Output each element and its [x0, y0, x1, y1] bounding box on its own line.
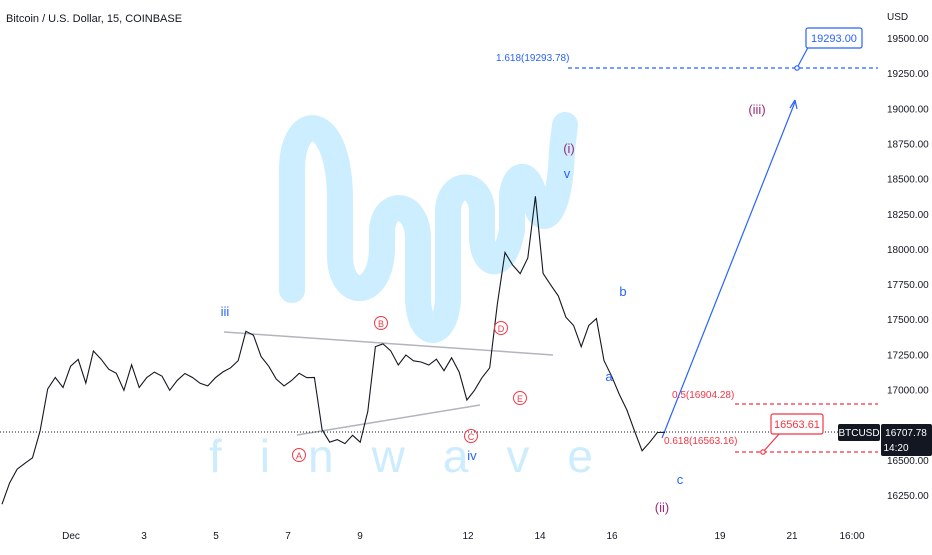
symbol-badge: BTCUSD — [838, 424, 880, 441]
svg-text:A: A — [296, 451, 302, 461]
y-tick-label: 17250.00 — [887, 350, 929, 361]
y-tick-label: 16250.00 — [887, 491, 929, 502]
fib-05-label: 0.5(16904.28) — [672, 390, 734, 401]
chart-title: Bitcoin / U.S. Dollar, 15, COINBASE — [6, 13, 182, 25]
y-tick-label: 19250.00 — [887, 69, 929, 80]
wave-label-iii: iii — [221, 304, 230, 319]
support-price-text: 16563.61 — [774, 419, 820, 431]
x-tick-label: 3 — [141, 531, 147, 542]
y-tick-label: 16500.00 — [887, 456, 929, 467]
triangle-lower-line — [296, 404, 481, 436]
price-series-line — [1, 196, 666, 505]
current-price-badge: 16707.78 14:20 — [881, 424, 932, 456]
svg-text:C: C — [468, 432, 475, 442]
target-callout: 19293.00 — [794, 27, 863, 71]
x-tick-label: 9 — [357, 531, 363, 542]
x-tick-label: 12 — [462, 531, 474, 542]
x-axis: Dec 3 5 7 9 12 14 16 19 21 16:00 — [62, 531, 865, 542]
svg-text:E: E — [517, 394, 523, 404]
y-tick-label: 17750.00 — [887, 280, 929, 291]
y-tick-label: 17500.00 — [887, 315, 929, 326]
y-tick-label: 18250.00 — [887, 210, 929, 221]
svg-text:B: B — [378, 319, 384, 329]
projection-arrow — [661, 101, 796, 439]
triangle-upper-line — [223, 331, 554, 356]
wave-label-a: a — [605, 369, 613, 384]
wave-label-b: b — [619, 284, 626, 299]
circled-label-B: B — [374, 316, 388, 330]
y-tick-label: 18500.00 — [887, 175, 929, 186]
y-axis: 19500.00 19250.00 19000.00 18750.00 18500.00… — [887, 34, 929, 502]
current-price-text: 16707.78 — [885, 428, 927, 439]
y-tick-label: 19000.00 — [887, 104, 929, 115]
y-tick-label: 18750.00 — [887, 139, 929, 150]
y-tick-label: 17000.00 — [887, 386, 929, 397]
wave-label-ii-paren: (ii) — [655, 500, 669, 515]
circled-label-E: E — [513, 391, 527, 405]
x-tick-label: 16 — [606, 531, 618, 542]
projection-arrow-head — [789, 99, 798, 110]
x-tick-label: 19 — [714, 531, 726, 542]
circled-label-A: A — [292, 448, 306, 462]
x-tick-label: 14 — [534, 531, 546, 542]
currency-label: USD — [887, 12, 908, 23]
x-tick-label: 16:00 — [839, 531, 864, 542]
x-tick-label: Dec — [62, 531, 80, 542]
target-price-text: 19293.00 — [811, 33, 857, 45]
x-tick-label: 5 — [213, 531, 219, 542]
y-tick-label: 18000.00 — [887, 245, 929, 256]
finwave-watermark: finwave — [209, 112, 631, 482]
svg-text:BTCUSD: BTCUSD — [838, 428, 879, 439]
wave-label-c: c — [677, 472, 684, 487]
wave-label-i-paren: (i) — [563, 141, 575, 156]
fib-0618-label: 0.618(16563.16) — [664, 436, 737, 447]
x-tick-label: 21 — [786, 531, 798, 542]
countdown-text: 14:20 — [883, 443, 908, 454]
wave-label-iii-paren: (iii) — [748, 102, 765, 117]
circled-label-D: D — [494, 321, 508, 335]
fib-1618-label: 1.618(19293.78) — [496, 53, 569, 64]
wave-label-v: v — [564, 166, 571, 181]
svg-text:D: D — [498, 324, 505, 334]
x-tick-label: 7 — [285, 531, 291, 542]
circled-label-C: C — [464, 429, 478, 443]
wave-label-iv: iv — [467, 448, 477, 463]
support-callout: 16563.61 — [760, 413, 824, 455]
watermark-text: finwave — [209, 430, 631, 482]
y-tick-label: 19500.00 — [887, 34, 929, 45]
